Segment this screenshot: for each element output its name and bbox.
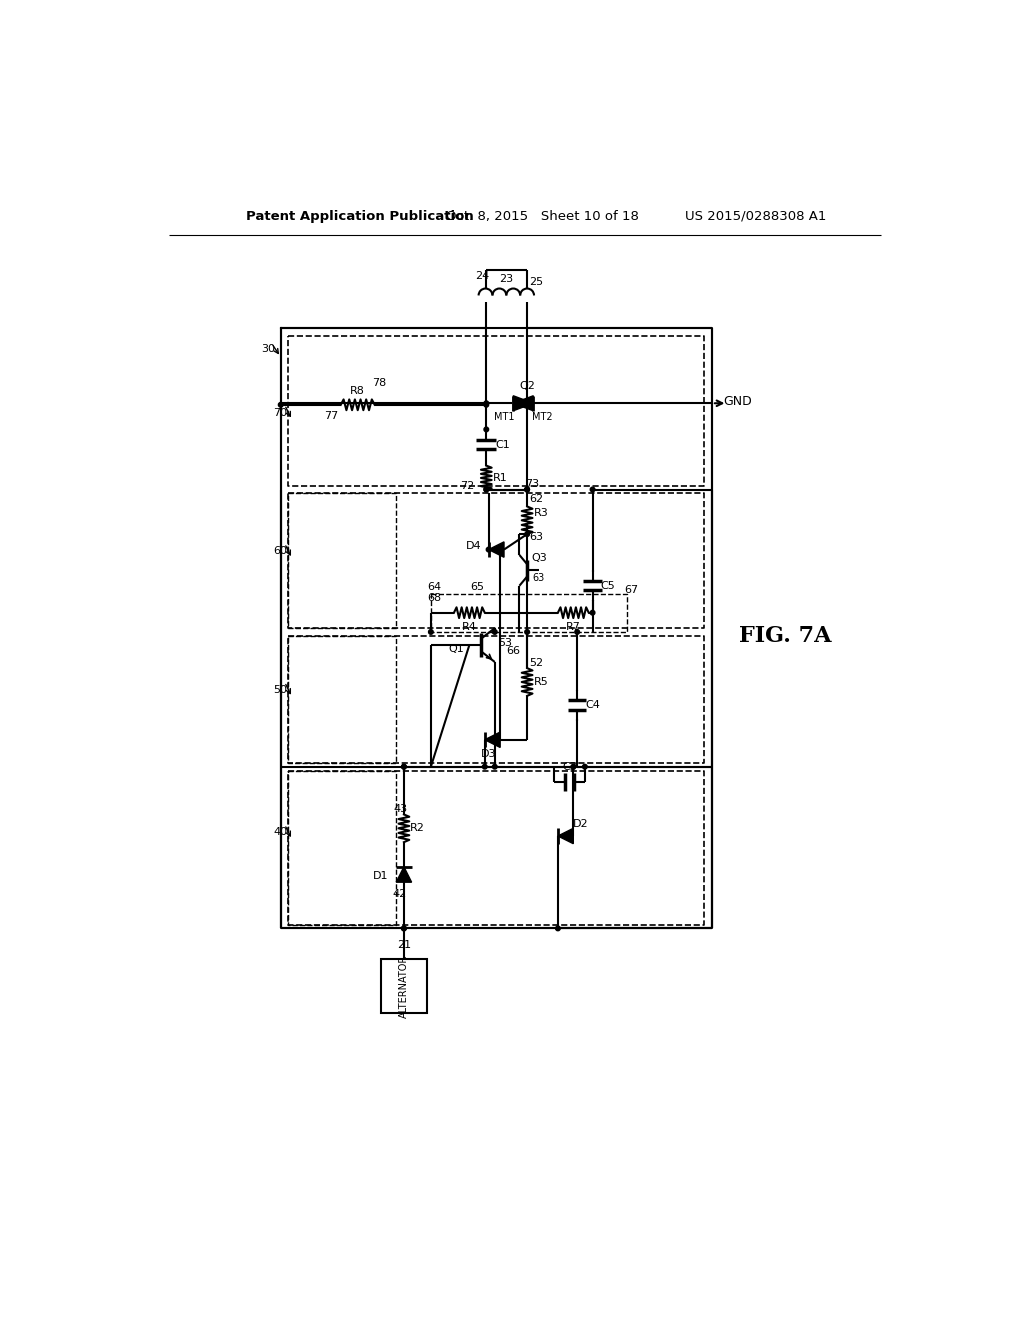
Text: 70: 70: [273, 408, 287, 417]
Text: 77: 77: [324, 412, 338, 421]
Text: R5: R5: [534, 677, 548, 686]
Text: 30: 30: [261, 345, 275, 354]
Circle shape: [484, 403, 488, 407]
Circle shape: [525, 487, 529, 492]
Text: 66: 66: [506, 647, 520, 656]
Text: 63: 63: [529, 532, 544, 543]
Circle shape: [401, 927, 407, 931]
Text: R7: R7: [566, 622, 581, 631]
Circle shape: [484, 487, 488, 492]
Text: C4: C4: [585, 700, 600, 710]
Circle shape: [590, 610, 595, 615]
Circle shape: [484, 487, 488, 492]
Text: C3: C3: [562, 762, 577, 772]
Polygon shape: [488, 543, 504, 557]
Circle shape: [401, 927, 407, 931]
Text: D2: D2: [573, 820, 589, 829]
Text: 72: 72: [460, 480, 474, 491]
Circle shape: [279, 403, 283, 407]
Circle shape: [484, 401, 488, 405]
Text: FIG. 7A: FIG. 7A: [738, 624, 831, 647]
Text: Q1: Q1: [449, 644, 464, 653]
Text: R2: R2: [411, 824, 425, 833]
Text: 52: 52: [529, 657, 544, 668]
Text: 68: 68: [428, 593, 441, 603]
Circle shape: [401, 764, 407, 770]
Text: 42: 42: [393, 888, 408, 899]
Text: Oct. 8, 2015   Sheet 10 of 18: Oct. 8, 2015 Sheet 10 of 18: [446, 210, 639, 223]
Text: Patent Application Publication: Patent Application Publication: [246, 210, 474, 223]
Polygon shape: [396, 867, 412, 882]
Text: 65: 65: [470, 582, 484, 591]
Text: MT1: MT1: [494, 412, 514, 422]
Text: R4: R4: [462, 622, 477, 631]
Text: R8: R8: [350, 385, 366, 396]
Text: D1: D1: [373, 871, 388, 880]
Text: R3: R3: [534, 508, 548, 517]
Text: 78: 78: [372, 379, 386, 388]
Circle shape: [525, 487, 529, 492]
Text: D4: D4: [465, 541, 481, 552]
Circle shape: [590, 487, 595, 492]
Text: R1: R1: [493, 473, 508, 483]
Bar: [381, 960, 427, 1014]
Text: GND: GND: [724, 395, 753, 408]
Text: C5: C5: [601, 581, 615, 591]
Text: 43: 43: [393, 804, 408, 814]
Polygon shape: [513, 396, 534, 411]
Circle shape: [525, 630, 529, 635]
Text: C1: C1: [496, 440, 511, 450]
Text: 50: 50: [273, 685, 287, 694]
Text: Q2: Q2: [519, 381, 536, 391]
Text: 25: 25: [529, 277, 544, 286]
Text: Q3: Q3: [531, 553, 547, 564]
Text: 40: 40: [273, 828, 287, 837]
Circle shape: [525, 532, 529, 536]
Text: 67: 67: [624, 585, 638, 595]
Text: 23: 23: [500, 273, 513, 284]
Polygon shape: [484, 733, 500, 747]
Text: 64: 64: [428, 582, 441, 591]
Circle shape: [486, 548, 490, 552]
Text: D3: D3: [481, 748, 497, 759]
Text: ALTERNATOR: ALTERNATOR: [399, 954, 409, 1018]
Text: 73: 73: [524, 479, 539, 490]
Circle shape: [571, 764, 575, 770]
Circle shape: [493, 630, 497, 635]
Circle shape: [401, 764, 407, 770]
Polygon shape: [558, 829, 573, 843]
Text: 24: 24: [475, 271, 489, 281]
Circle shape: [525, 401, 529, 405]
Circle shape: [556, 927, 560, 931]
Text: 60: 60: [273, 546, 287, 556]
Circle shape: [493, 764, 497, 770]
Text: MT2: MT2: [532, 412, 553, 422]
Text: US 2015/0288308 A1: US 2015/0288308 A1: [685, 210, 826, 223]
Circle shape: [429, 630, 433, 635]
Text: 21: 21: [397, 940, 411, 950]
Circle shape: [482, 764, 487, 770]
Text: 53: 53: [499, 639, 513, 648]
Circle shape: [484, 428, 488, 432]
Text: 63: 63: [532, 573, 545, 583]
Circle shape: [574, 630, 580, 635]
Circle shape: [525, 487, 529, 492]
Circle shape: [583, 764, 587, 770]
Text: 62: 62: [529, 494, 544, 504]
Polygon shape: [513, 396, 534, 411]
